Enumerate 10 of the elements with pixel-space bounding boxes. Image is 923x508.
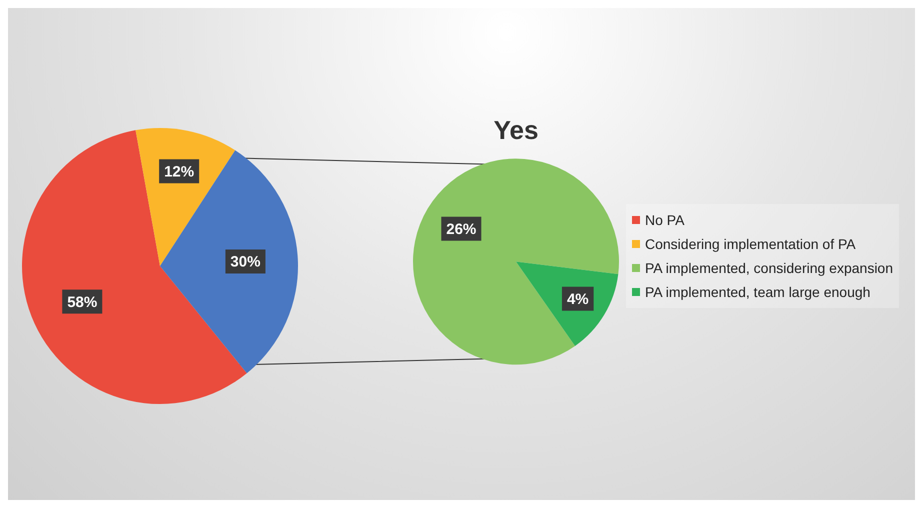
data-label: 4% [566,290,589,308]
data-label: 12% [164,163,194,180]
data-label: 30% [230,254,260,271]
chart-title: Yes [494,114,538,145]
data-label: 26% [446,220,476,238]
legend-label: Considering implementation of PA [645,236,856,252]
legend-label: No PA [645,212,684,228]
legend-label: PA implemented, team large enough [645,284,870,300]
legend-label: PA implemented, considering expansion [645,260,894,276]
data-label: 58% [67,294,98,311]
